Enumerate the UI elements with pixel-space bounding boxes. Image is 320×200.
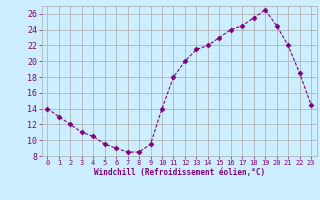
X-axis label: Windchill (Refroidissement éolien,°C): Windchill (Refroidissement éolien,°C) <box>94 168 265 177</box>
